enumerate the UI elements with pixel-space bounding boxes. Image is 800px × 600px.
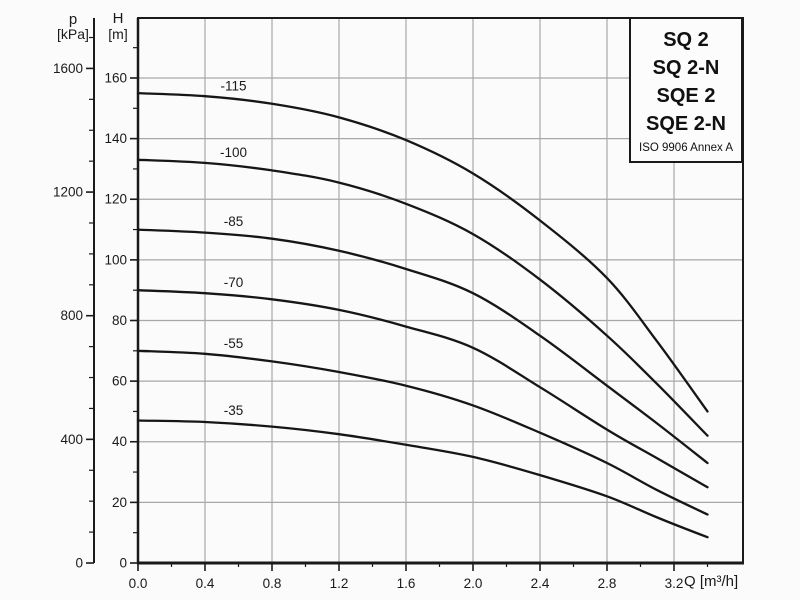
flow-tick-label: 1.6 [397, 576, 416, 591]
legend-model-sq2n: SQ 2-N [652, 57, 720, 79]
head-tick-label: 40 [112, 434, 127, 449]
legend-model-sq2: SQ 2 [663, 29, 709, 51]
head-axis: 0 20 40 60 80 100 120 140 160 [104, 47, 138, 571]
legend-box: SQ 2 SQ 2-N SQE 2 SQE 2-N ISO 9906 Annex… [629, 17, 743, 163]
flow-tick-label: 2.8 [598, 576, 617, 591]
legend-note: ISO 9906 Annex A [639, 142, 733, 154]
curve--55 [136, 349, 709, 516]
flow-tick-label: 0.4 [196, 576, 215, 591]
head-axis-symbol: H [112, 10, 124, 27]
pressure-tick-label: 400 [60, 432, 83, 447]
curve--100 [136, 158, 709, 437]
legend-model-sqe2n: SQE 2-N [645, 113, 727, 135]
pressure-axis: 0 400 800 1200 1600 [53, 18, 95, 571]
pressure-tick-label: 1600 [53, 61, 83, 76]
pressure-tick-label: 1200 [53, 185, 83, 200]
head-tick-label: 140 [104, 131, 127, 146]
head-tick-label: 160 [104, 70, 127, 85]
curve--70 [136, 289, 709, 489]
curve-label--100: -100 [220, 145, 247, 160]
pump-curves: -115 -100 -85 -70 -55 -35 [136, 78, 709, 539]
curve-label--85: -85 [224, 214, 244, 229]
flow-tick-label: 2.0 [464, 576, 483, 591]
curve-label--55: -55 [224, 336, 244, 351]
head-tick-label: 60 [112, 374, 127, 389]
curve--35 [136, 419, 709, 539]
flow-tick-label: 2.4 [531, 576, 550, 591]
gridlines [138, 18, 743, 563]
curve--115 [136, 91, 709, 413]
flow-tick-label: 3.2 [665, 576, 684, 591]
flow-axis-label: Q [m³/h] [684, 573, 739, 590]
legend-model-sqe2: SQE 2 [656, 85, 716, 107]
head-tick-label: 120 [104, 192, 127, 207]
pressure-tick-label: 800 [60, 308, 83, 323]
pressure-axis-unit: [kPa] [57, 26, 89, 42]
flow-tick-label: 1.2 [330, 576, 349, 591]
head-tick-label: 80 [112, 313, 127, 328]
pressure-tick-label: 0 [75, 556, 83, 571]
curve-label--115: -115 [220, 78, 246, 93]
head-tick-label: 0 [119, 556, 127, 571]
curve-label--70: -70 [224, 275, 244, 290]
curve-label--35: -35 [224, 403, 244, 418]
head-axis-unit: [m] [108, 26, 128, 42]
flow-tick-label: 0.8 [263, 576, 282, 591]
flow-axis: 0.0 0.4 0.8 1.2 1.6 2.0 2.4 2.8 3.2 [129, 563, 709, 591]
head-tick-label: 100 [104, 252, 127, 267]
head-tick-label: 20 [112, 495, 127, 510]
curve--85 [136, 228, 709, 465]
flow-tick-label: 0.0 [129, 576, 148, 591]
pressure-axis-symbol: p [68, 11, 78, 28]
